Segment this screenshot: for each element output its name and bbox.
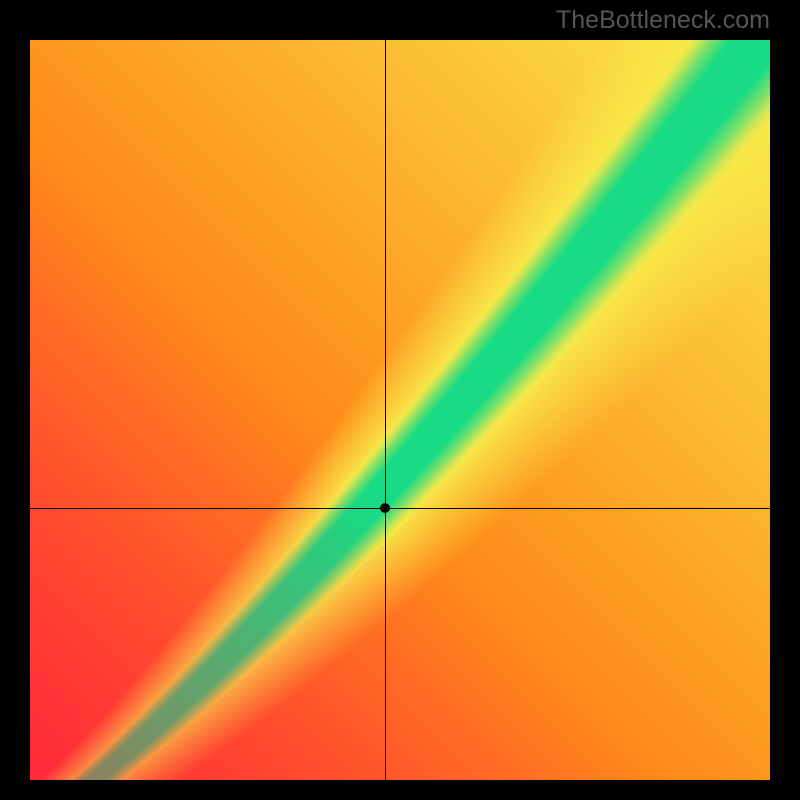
crosshair-vertical <box>385 40 386 780</box>
marker-point <box>380 503 390 513</box>
heatmap-canvas <box>30 40 770 780</box>
chart-frame: TheBottleneck.com <box>0 0 800 800</box>
plot-area <box>30 40 770 780</box>
crosshair-horizontal <box>30 508 770 509</box>
watermark-text: TheBottleneck.com <box>556 6 770 35</box>
